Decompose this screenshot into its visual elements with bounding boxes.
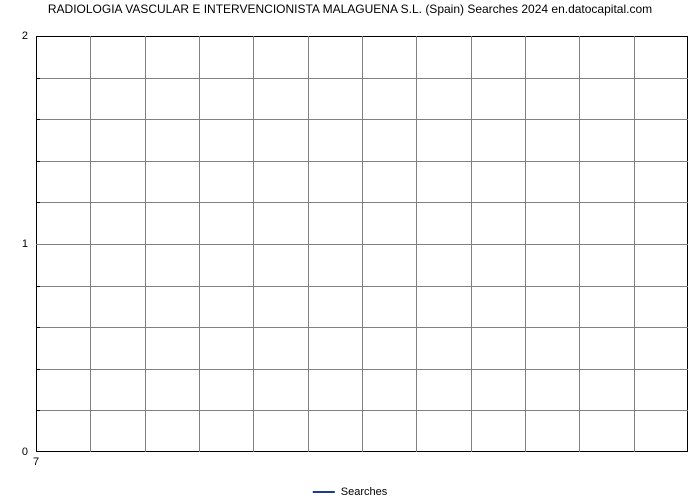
y-minor-tick xyxy=(36,202,40,203)
y-minor-tick xyxy=(36,119,40,120)
y-minor-tick xyxy=(36,161,40,162)
y-minor-tick xyxy=(36,410,40,411)
legend-series-label: Searches xyxy=(341,486,387,498)
grid-line-horizontal xyxy=(36,286,688,287)
plot-area xyxy=(36,36,688,452)
legend: Searches xyxy=(313,486,387,498)
legend-series-line xyxy=(313,491,335,493)
x-tick-label: 7 xyxy=(33,456,39,468)
grid-line-horizontal xyxy=(36,244,688,245)
grid-line-horizontal xyxy=(36,202,688,203)
grid-line-horizontal xyxy=(36,327,688,328)
grid-line-horizontal xyxy=(36,161,688,162)
grid-line-horizontal xyxy=(36,369,688,370)
y-minor-tick xyxy=(36,78,40,79)
grid-line-horizontal xyxy=(36,410,688,411)
y-tick-label: 1 xyxy=(0,238,28,250)
y-minor-tick xyxy=(36,286,40,287)
y-tick-label: 0 xyxy=(0,446,28,458)
y-minor-tick xyxy=(36,327,40,328)
y-tick-label: 2 xyxy=(0,30,28,42)
chart-container: RADIOLOGIA VASCULAR E INTERVENCIONISTA M… xyxy=(0,0,700,500)
chart-title: RADIOLOGIA VASCULAR E INTERVENCIONISTA M… xyxy=(0,2,700,17)
y-minor-tick xyxy=(36,369,40,370)
grid-line-horizontal xyxy=(36,78,688,79)
grid-line-horizontal xyxy=(36,119,688,120)
